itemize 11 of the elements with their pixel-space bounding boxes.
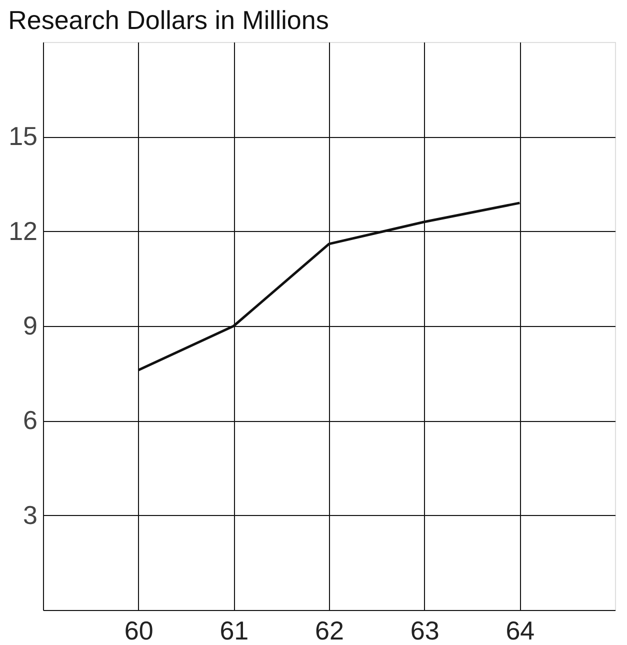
x-tick-label: 60 <box>124 616 154 645</box>
y-tick-label: 3 <box>23 500 38 530</box>
y-tick-label: 15 <box>8 121 38 152</box>
x-tick-label: 63 <box>410 616 440 645</box>
y-tick-label: 9 <box>23 310 38 340</box>
x-tick-label: 62 <box>315 616 344 645</box>
y-tick-label: 12 <box>8 216 38 246</box>
x-tick-label: 64 <box>506 616 535 645</box>
y-tick-label: 6 <box>23 405 38 436</box>
chart-title: Research Dollars in Millions <box>8 5 329 35</box>
x-tick-label: 61 <box>220 616 249 645</box>
